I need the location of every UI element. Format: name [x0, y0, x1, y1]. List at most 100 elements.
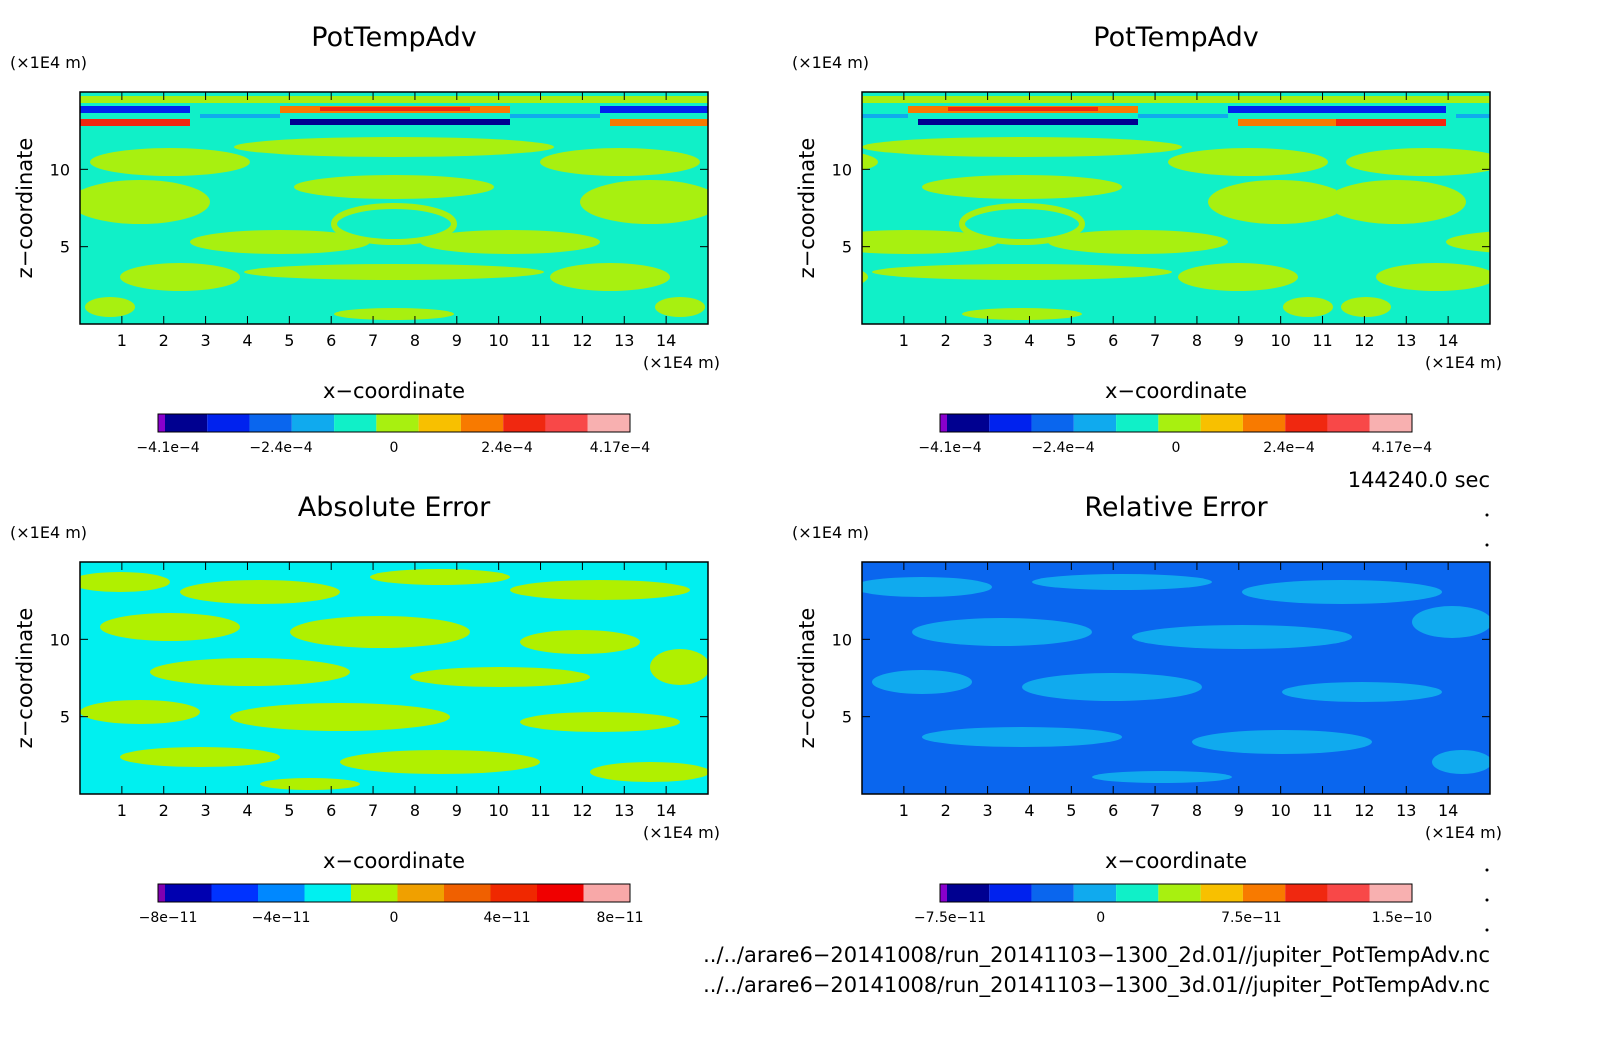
x-tick-label: 13	[614, 331, 634, 350]
x-tick-label: 8	[1192, 331, 1202, 350]
x-unit-label: (×1E4 m)	[1425, 823, 1502, 842]
x-tick-label: 13	[1396, 331, 1416, 350]
colorbar-tick-label: −4e−11	[252, 910, 311, 926]
colorbar-tick-label: 4.17e−4	[590, 440, 651, 456]
plot-frame	[861, 91, 1491, 325]
plot-frame	[79, 91, 709, 325]
x-tick-label: 12	[572, 801, 592, 820]
colorbar-segment	[940, 414, 947, 432]
colorbar-segment	[158, 414, 165, 432]
colorbar-segment	[1327, 414, 1370, 432]
colorbar-segment	[460, 414, 504, 432]
colorbar-segment	[418, 414, 461, 432]
x-tick-label: 2	[159, 801, 169, 820]
x-axis-label: x−coordinate	[1105, 849, 1247, 873]
x-tick-label: 12	[1354, 331, 1374, 350]
colorbar-segment	[1242, 884, 1286, 902]
x-tick-label: 12	[572, 331, 592, 350]
x-tick-label: 9	[1234, 801, 1244, 820]
colorbar-segment	[444, 884, 491, 902]
x-tick-label: 1	[899, 801, 909, 820]
colorbar-tick-label: −8e−11	[139, 910, 198, 926]
colorbar-segment	[207, 414, 250, 432]
colorbar-segment	[537, 884, 584, 902]
heatmap-field	[80, 92, 708, 324]
x-tick-label: 6	[1108, 331, 1118, 350]
x-tick-label: 4	[1024, 801, 1034, 820]
x-tick-label: 5	[284, 801, 294, 820]
x-tick-label: 10	[1270, 331, 1290, 350]
colorbar: −4.1e−4 −2.4e−4 0 2.4e−4 4.17e−4	[918, 413, 1432, 456]
x-tick-label: 8	[410, 801, 420, 820]
x-tick-label: 11	[530, 331, 550, 350]
colorbar-segment	[334, 414, 377, 432]
y-tick-label: 5	[842, 708, 852, 727]
colorbar-frame	[939, 883, 1413, 903]
x-axis-label: x−coordinate	[1105, 379, 1247, 403]
y-tick-label: 10	[832, 630, 852, 649]
x-tick-label: 14	[1438, 801, 1458, 820]
colorbar-tick-label: 4e−11	[483, 910, 530, 926]
colorbar-frame	[157, 413, 631, 433]
colorbar-segment	[989, 414, 1032, 432]
x-tick-label: 2	[941, 801, 951, 820]
x-tick-label: 10	[1270, 801, 1290, 820]
colorbar: −4.1e−4 −2.4e−4 0 2.4e−4 4.17e−4	[136, 413, 651, 456]
colorbar-segment	[503, 414, 546, 432]
y-unit-label: (×1E4 m)	[10, 53, 87, 72]
x-tick-label: 6	[326, 801, 336, 820]
x-tick-label: 2	[159, 331, 169, 350]
y-unit-label: (×1E4 m)	[10, 523, 87, 542]
y-tick-label: 5	[60, 238, 70, 257]
colorbar-segment	[1073, 414, 1117, 432]
colorbar-frame	[157, 883, 631, 903]
x-tick-label: 1	[899, 331, 909, 350]
x-tick-label: 3	[201, 331, 211, 350]
x-tick-label: 11	[1312, 801, 1332, 820]
colorbar-segment	[1285, 884, 1328, 902]
colorbar-segment	[1200, 884, 1243, 902]
y-tick-label: 10	[50, 160, 70, 179]
x-tick-label: 3	[983, 331, 993, 350]
colorbar-tick-label: 2.4e−4	[481, 440, 533, 456]
x-tick-label: 11	[1312, 331, 1332, 350]
x-tick-label: 6	[1108, 801, 1118, 820]
x-tick-label: 14	[1438, 331, 1458, 350]
colorbar-segment	[351, 884, 398, 902]
x-tick-label: 14	[656, 801, 676, 820]
x-tick-label: 12	[1354, 801, 1374, 820]
colorbar-segment	[397, 884, 444, 902]
colorbar-frame	[939, 413, 1413, 433]
colorbar-tick-label: 2.4e−4	[1263, 440, 1315, 456]
y-axis-label: z−coordinate	[13, 608, 37, 749]
colorbar-segment	[211, 884, 258, 902]
x-tick-label: 7	[368, 331, 378, 350]
colorbar-segment	[1369, 884, 1412, 902]
colorbar-segment	[490, 884, 537, 902]
y-tick-label: 5	[842, 238, 852, 257]
x-tick-label: 9	[452, 331, 462, 350]
y-tick-label: 10	[832, 160, 852, 179]
x-tick-label: 10	[488, 801, 508, 820]
x-tick-label: 4	[242, 331, 252, 350]
x-tick-label: 3	[201, 801, 211, 820]
x-tick-label: 3	[983, 801, 993, 820]
colorbar-segment	[1116, 414, 1159, 432]
colorbar-tick-label: 0	[390, 910, 399, 926]
heatmap-field	[862, 92, 1490, 324]
colorbar: −8e−11 −4e−11 0 4e−11 8e−11	[139, 883, 644, 926]
colorbar-tick-label: 7.5e−11	[1221, 910, 1281, 926]
colorbar-segment	[1285, 414, 1328, 432]
panel-bottom-right: Relative Error(×1E4 m)1 2 3 4 5 6 7 8 9 10 11 12 13 1…	[792, 492, 1502, 926]
heatmap-field	[80, 562, 708, 794]
colorbar-tick-label: 0	[1096, 910, 1105, 926]
chart-title: PotTempAdv	[311, 22, 477, 53]
x-unit-label: (×1E4 m)	[643, 353, 720, 372]
plot-frame	[79, 561, 709, 795]
x-tick-label: 10	[488, 331, 508, 350]
colorbar-tick-label: −4.1e−4	[136, 440, 199, 456]
y-unit-label: (×1E4 m)	[792, 523, 869, 542]
colorbar-segment	[165, 414, 208, 432]
x-tick-label: 4	[1024, 331, 1034, 350]
colorbar-segment	[1158, 414, 1201, 432]
